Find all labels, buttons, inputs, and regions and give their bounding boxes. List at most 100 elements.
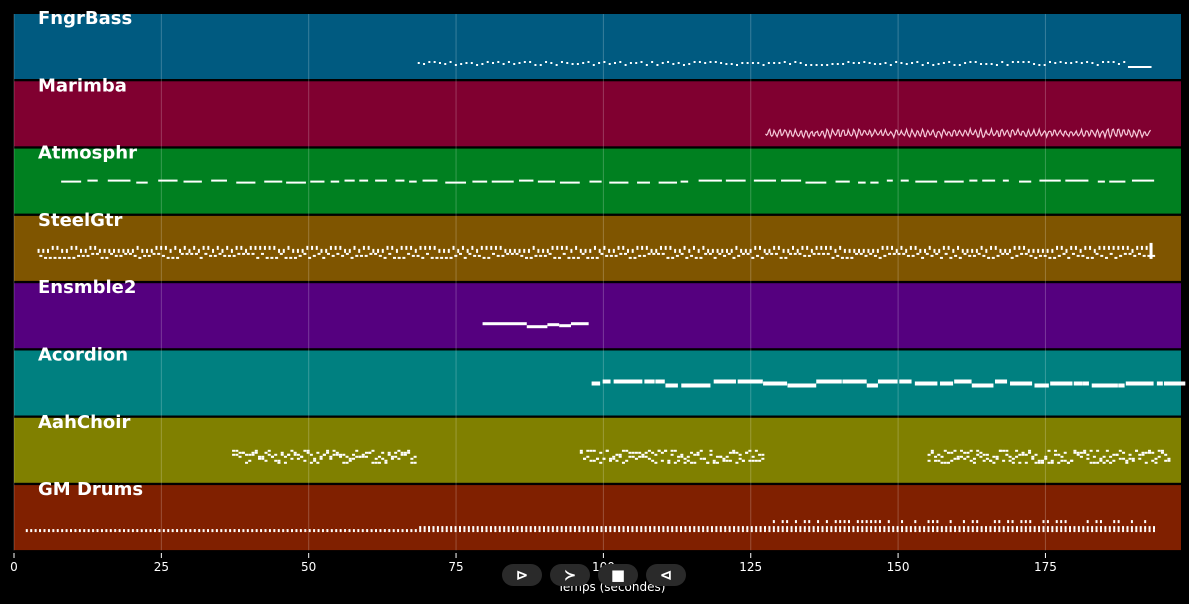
note bbox=[989, 526, 992, 530]
note bbox=[655, 379, 665, 384]
note bbox=[345, 461, 349, 464]
note bbox=[499, 245, 502, 250]
note bbox=[384, 461, 388, 464]
note bbox=[961, 248, 964, 253]
note bbox=[1070, 245, 1073, 250]
note bbox=[525, 529, 528, 533]
note bbox=[1007, 529, 1010, 533]
rewind-button[interactable]: ⊲ bbox=[646, 564, 686, 586]
note bbox=[494, 529, 497, 533]
note bbox=[381, 457, 385, 460]
note bbox=[402, 256, 406, 259]
note bbox=[369, 252, 373, 255]
note bbox=[906, 254, 910, 257]
note bbox=[801, 245, 804, 250]
note bbox=[805, 181, 827, 184]
note bbox=[836, 63, 839, 65]
note bbox=[520, 526, 523, 530]
note bbox=[605, 254, 609, 257]
note bbox=[1046, 248, 1049, 253]
note bbox=[980, 529, 983, 533]
note bbox=[723, 254, 727, 257]
note bbox=[796, 248, 799, 253]
note bbox=[461, 245, 464, 250]
note bbox=[512, 526, 515, 530]
note bbox=[1153, 529, 1156, 533]
note bbox=[741, 252, 745, 255]
note bbox=[652, 252, 656, 255]
note bbox=[962, 526, 965, 530]
note bbox=[432, 526, 435, 530]
note bbox=[892, 526, 895, 530]
note bbox=[407, 252, 411, 255]
note bbox=[445, 529, 448, 533]
note bbox=[1018, 461, 1022, 464]
note bbox=[1056, 245, 1059, 250]
note bbox=[1151, 451, 1155, 454]
note bbox=[374, 461, 378, 464]
note bbox=[277, 459, 281, 462]
note bbox=[698, 61, 701, 63]
note bbox=[472, 529, 475, 533]
note bbox=[896, 529, 899, 533]
note bbox=[1113, 529, 1116, 533]
note bbox=[790, 526, 793, 530]
note bbox=[1157, 455, 1161, 458]
note bbox=[123, 529, 126, 533]
note bbox=[799, 526, 802, 530]
track-label: AahChoir bbox=[38, 412, 130, 433]
note bbox=[72, 256, 76, 259]
forward-button[interactable]: ≻ bbox=[550, 564, 590, 586]
note bbox=[786, 529, 789, 533]
note bbox=[1096, 461, 1100, 464]
note bbox=[816, 379, 842, 384]
note bbox=[633, 256, 637, 259]
note bbox=[223, 254, 227, 257]
stop-button[interactable]: ■ bbox=[598, 564, 638, 586]
note bbox=[751, 256, 755, 259]
note bbox=[405, 245, 408, 250]
note bbox=[852, 526, 855, 530]
play-button[interactable]: ⊳ bbox=[502, 564, 542, 586]
note bbox=[1065, 248, 1068, 253]
note bbox=[781, 179, 802, 182]
note bbox=[383, 529, 386, 533]
note bbox=[236, 181, 256, 184]
note bbox=[155, 245, 158, 250]
note bbox=[221, 248, 224, 253]
note bbox=[768, 529, 771, 533]
note bbox=[673, 461, 677, 464]
note bbox=[503, 529, 506, 533]
note bbox=[753, 179, 777, 182]
note bbox=[707, 248, 710, 253]
note bbox=[1126, 526, 1129, 530]
note bbox=[940, 455, 944, 458]
note bbox=[899, 379, 912, 384]
note bbox=[317, 252, 321, 255]
note bbox=[1082, 381, 1089, 386]
note bbox=[1131, 459, 1135, 462]
note bbox=[273, 529, 276, 533]
note bbox=[1108, 526, 1111, 530]
note bbox=[436, 529, 439, 533]
note bbox=[596, 529, 599, 533]
note bbox=[609, 529, 612, 533]
note bbox=[856, 520, 859, 524]
note bbox=[772, 520, 775, 524]
note bbox=[287, 245, 290, 250]
note bbox=[1086, 256, 1090, 259]
note bbox=[718, 252, 722, 255]
note bbox=[740, 248, 743, 253]
note bbox=[683, 245, 686, 250]
note bbox=[852, 62, 855, 64]
note bbox=[680, 526, 683, 530]
note bbox=[751, 459, 755, 462]
note bbox=[43, 529, 46, 533]
note bbox=[768, 526, 771, 530]
note bbox=[612, 455, 616, 458]
note bbox=[143, 254, 147, 257]
note bbox=[350, 256, 354, 259]
note bbox=[870, 520, 873, 524]
note bbox=[660, 459, 664, 462]
note bbox=[654, 461, 658, 464]
